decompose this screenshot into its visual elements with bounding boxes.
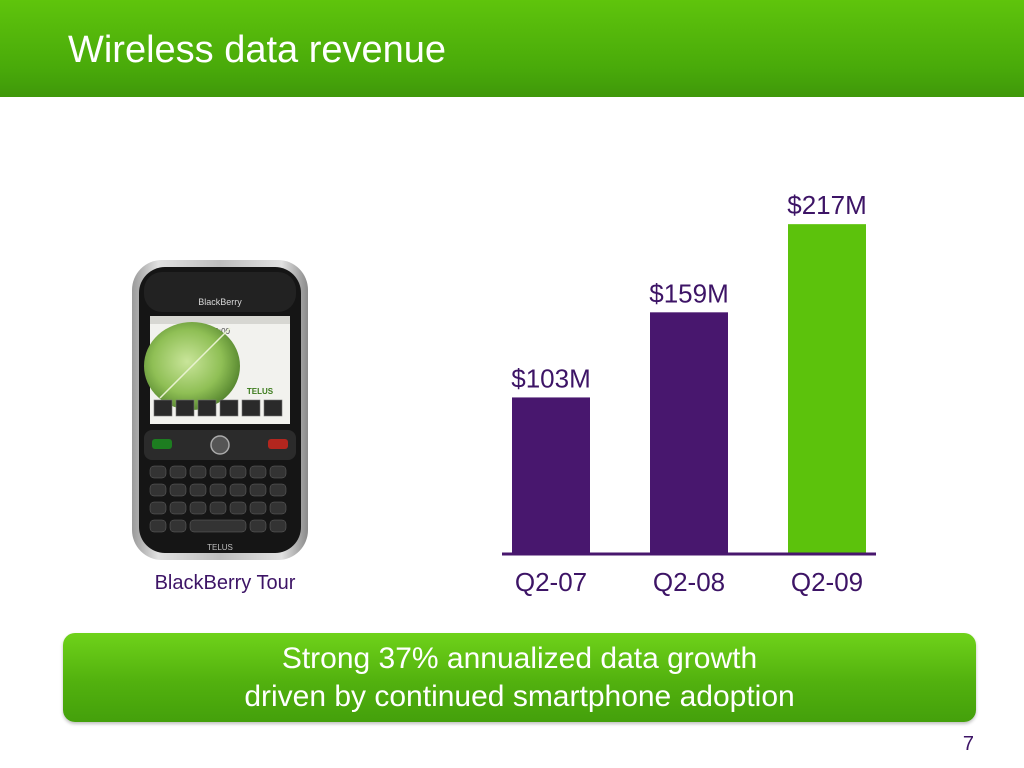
blackberry-phone-image: BlackBerry 10:00 TELUS (130, 258, 310, 563)
page-number: 7 (962, 733, 974, 755)
bar-q2-08 (650, 312, 728, 554)
banner-line-2: driven by continued smartphone adoption (244, 680, 795, 713)
slide-title: Wireless data revenue (68, 29, 447, 71)
data-label-q2-09: $217M (787, 190, 867, 220)
category-label-q2-08: Q2-08 (653, 567, 725, 597)
data-label-q2-08: $159M (649, 278, 729, 308)
phone-caption: BlackBerry Tour (154, 572, 296, 594)
bar-q2-09 (788, 224, 866, 554)
header-bar: Wireless data revenue (0, 0, 1024, 97)
phone-screen-carrier: TELUS (247, 387, 274, 396)
phone-carrier-logo: TELUS (207, 543, 233, 552)
revenue-bar-chart: $103M Q2-07 $159M Q2-08 $217M Q2-09 (502, 190, 876, 597)
banner-line-1: Strong 37% annualized data growth (281, 642, 758, 675)
phone-brand-logo: BlackBerry (198, 297, 242, 307)
category-label-q2-07: Q2-07 (515, 567, 587, 597)
summary-banner: Strong 37% annualized data growth driven… (63, 633, 976, 722)
category-label-q2-09: Q2-09 (791, 567, 863, 597)
data-label-q2-07: $103M (511, 363, 591, 393)
phone-illustration: BlackBerry 10:00 TELUS (132, 260, 308, 560)
bar-q2-07 (512, 397, 590, 554)
